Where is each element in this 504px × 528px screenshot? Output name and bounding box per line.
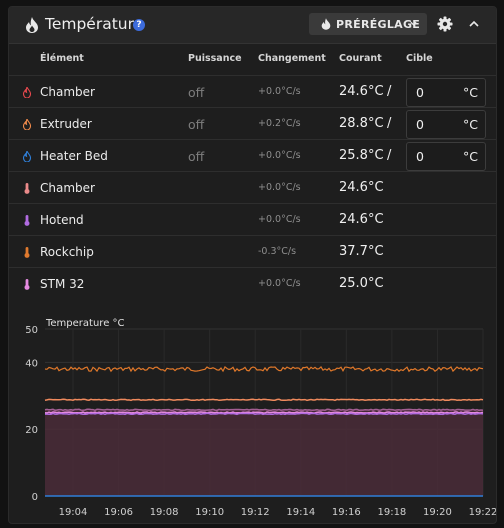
sensor-name: STM 32	[40, 277, 85, 291]
sensor-power: off	[188, 117, 205, 132]
table-row: STM 32 +0.0°C/s 25.0°C	[9, 267, 496, 300]
sensor-change-rate: +0.2°C/s	[258, 118, 301, 129]
series-line	[44, 365, 484, 373]
x-tick-label: 19:20	[423, 507, 452, 518]
panel-header: Température ? PRÉRÉGLAGE	[9, 7, 496, 44]
sensor-change-rate: +0.0°C/s	[258, 278, 301, 289]
sensor-current-temp: 24.6°C	[339, 212, 384, 227]
sensor-current-temp: 25.8°C	[339, 148, 384, 163]
help-icon[interactable]: ?	[133, 19, 145, 31]
sensor-name: Chamber	[40, 181, 95, 195]
target-separator: /	[387, 116, 392, 131]
target-separator: /	[387, 148, 392, 163]
gear-icon[interactable]	[437, 16, 453, 32]
table-row: Extruder off +0.2°C/s 28.8°C/ 0 °C	[9, 107, 496, 140]
target-temp-input[interactable]: 0 °C	[406, 78, 486, 107]
sensor-name: Hotend	[40, 213, 84, 227]
table-row: Chamber +0.0°C/s 24.6°C	[9, 171, 496, 204]
y-tick-label: 0	[32, 492, 38, 503]
y-tick-label: 50	[25, 325, 38, 336]
series-line	[44, 408, 484, 412]
series-line	[44, 411, 484, 414]
series-line	[45, 412, 484, 416]
x-tick-label: 19:12	[241, 507, 270, 518]
sensor-current-temp: 24.6°C	[339, 84, 384, 99]
sensor-change-rate: +0.0°C/s	[258, 86, 301, 97]
table-row: Hotend +0.0°C/s 24.6°C	[9, 203, 496, 236]
sensor-change-rate: -0.3°C/s	[258, 246, 297, 257]
sensor-change-rate: +0.0°C/s	[258, 182, 301, 193]
sensor-name: Heater Bed	[40, 149, 108, 163]
preset-button[interactable]: PRÉRÉGLAGE	[309, 13, 427, 35]
y-tick-label: 40	[25, 358, 38, 369]
thermometer-icon	[24, 279, 30, 290]
flame-icon	[23, 151, 31, 162]
x-tick-label: 19:06	[104, 507, 133, 518]
temperature-panel: Température ? PRÉRÉGLAGE Élément	[8, 6, 497, 524]
temperature-chart: Temperature °C 0 20 40 50 19:04 19:06 19:08 19:1…	[25, 318, 496, 518]
flame-icon	[23, 87, 31, 98]
target-temp-unit: °C	[463, 117, 478, 132]
table-row: Heater Bed off +0.0°C/s 25.8°C/ 0 °C	[9, 139, 496, 172]
sensor-current-temp: 28.8°C	[339, 116, 384, 131]
target-temp-input[interactable]: 0 °C	[406, 142, 486, 171]
target-temp-unit: °C	[463, 85, 478, 100]
sensor-power: off	[188, 149, 205, 164]
sensor-change-rate: +0.0°C/s	[258, 214, 301, 225]
target-temp-unit: °C	[463, 149, 478, 164]
sensor-name: Rockchip	[40, 245, 94, 259]
column-header-power: Puissance	[188, 53, 242, 64]
table-row: Chamber off +0.0°C/s 24.6°C/ 0 °C	[9, 75, 496, 108]
x-tick-label: 19:16	[332, 507, 361, 518]
table-row: Rockchip -0.3°C/s 37.7°C	[9, 235, 496, 268]
series-area	[45, 409, 483, 496]
chevron-up-icon[interactable]	[468, 19, 480, 29]
series-line	[44, 398, 484, 402]
flame-icon	[23, 119, 31, 130]
column-header-element: Élément	[40, 53, 84, 64]
x-tick-label: 19:10	[195, 507, 224, 518]
chevron-down-icon	[410, 21, 417, 26]
target-separator: /	[387, 84, 392, 99]
sensor-current-temp: 24.6°C	[339, 180, 384, 195]
sensor-change-rate: +0.0°C/s	[258, 150, 301, 161]
sensor-name: Chamber	[40, 85, 95, 99]
target-temp-value: 0	[416, 117, 424, 132]
x-tick-label: 19:08	[150, 507, 179, 518]
thermometer-icon	[24, 183, 30, 194]
x-tick-label: 19:18	[377, 507, 406, 518]
column-header-change: Changement	[258, 53, 326, 64]
target-temp-value: 0	[416, 149, 424, 164]
column-header-current: Courant	[339, 53, 382, 64]
panel-title: Température	[45, 15, 144, 33]
y-tick-label: 20	[25, 425, 38, 436]
sensor-current-temp: 25.0°C	[339, 276, 384, 291]
target-temp-value: 0	[416, 85, 424, 100]
sensor-current-temp: 37.7°C	[339, 244, 384, 259]
chart-title: Temperature °C	[45, 318, 125, 329]
x-tick-label: 19:22	[469, 507, 496, 518]
x-tick-label: 19:04	[59, 507, 88, 518]
column-header-target: Cible	[406, 53, 433, 64]
flame-icon	[26, 17, 38, 33]
flame-icon	[321, 18, 331, 30]
sensor-name: Extruder	[40, 117, 92, 131]
preset-label: PRÉRÉGLAGE	[336, 18, 421, 31]
thermometer-icon	[24, 247, 30, 258]
x-tick-label: 19:14	[286, 507, 315, 518]
thermometer-icon	[24, 215, 30, 226]
target-temp-input[interactable]: 0 °C	[406, 110, 486, 139]
sensor-power: off	[188, 85, 205, 100]
